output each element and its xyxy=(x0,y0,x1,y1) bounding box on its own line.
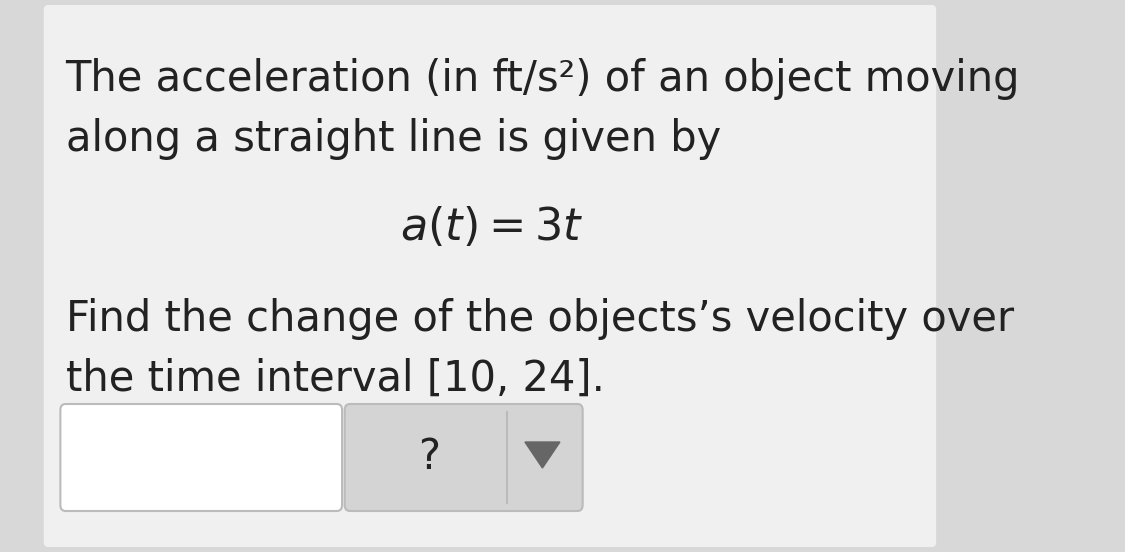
FancyBboxPatch shape xyxy=(344,404,583,511)
Text: $a(t) = 3t$: $a(t) = 3t$ xyxy=(400,205,583,249)
FancyBboxPatch shape xyxy=(61,404,342,511)
Text: The acceleration (in ft/s²) of an object moving: The acceleration (in ft/s²) of an object… xyxy=(65,58,1020,100)
FancyBboxPatch shape xyxy=(44,5,936,547)
Polygon shape xyxy=(525,442,560,468)
Text: ?: ? xyxy=(417,436,440,478)
Text: Find the change of the objects’s velocity over: Find the change of the objects’s velocit… xyxy=(65,298,1014,340)
Text: along a straight line is given by: along a straight line is given by xyxy=(65,118,721,160)
Text: the time interval [10, 24].: the time interval [10, 24]. xyxy=(65,358,604,400)
